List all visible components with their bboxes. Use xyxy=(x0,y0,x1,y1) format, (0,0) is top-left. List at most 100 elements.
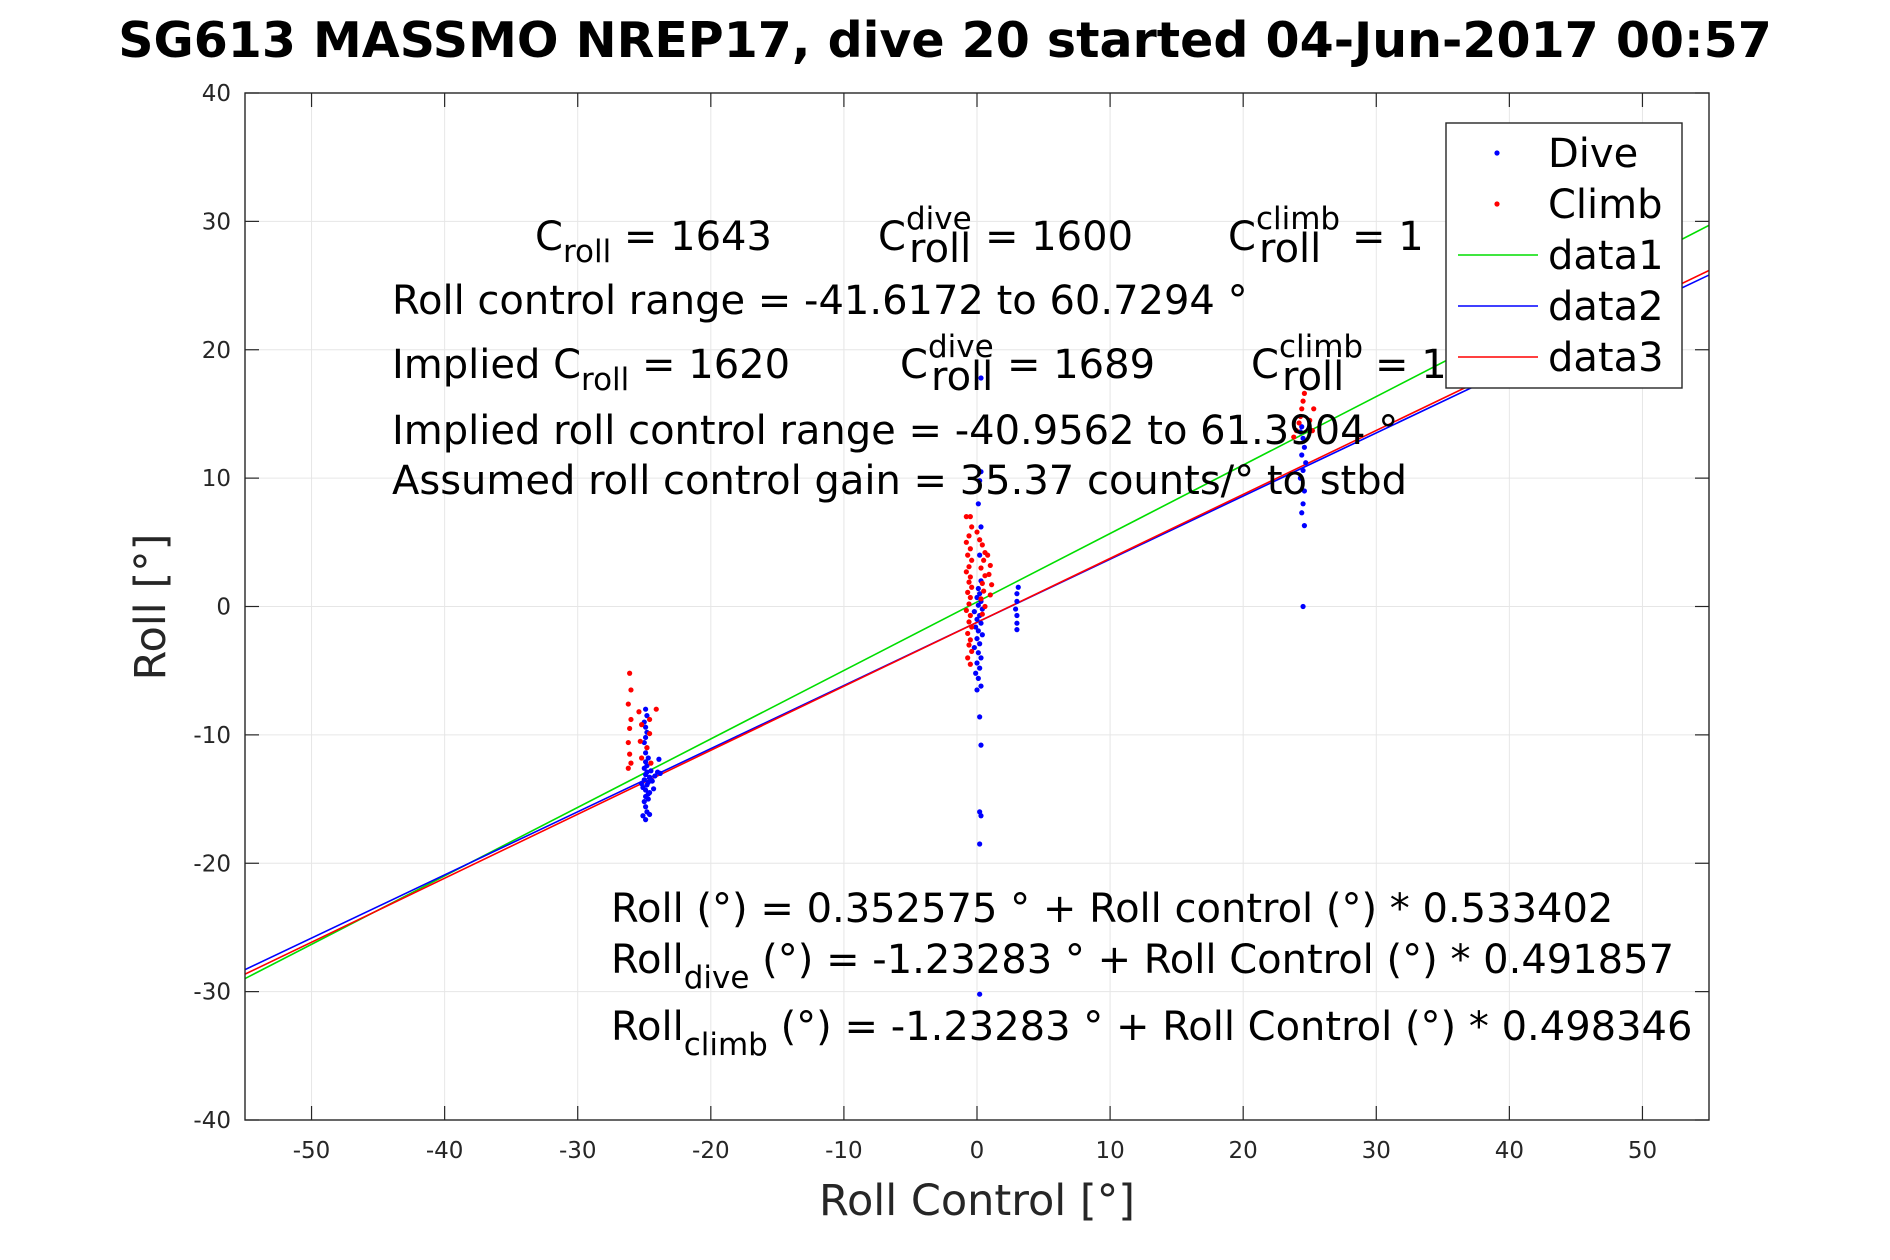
point-climb xyxy=(978,565,984,571)
x-tick-label: 10 xyxy=(1095,1138,1124,1164)
point-dive xyxy=(643,734,649,741)
point-climb xyxy=(963,514,969,520)
legend-label-data2: data2 xyxy=(1548,284,1664,330)
y-tick-label: 10 xyxy=(202,466,231,492)
point-dive xyxy=(978,375,984,381)
point-dive xyxy=(1301,523,1308,529)
point-climb xyxy=(627,725,633,732)
point-dive xyxy=(974,687,980,693)
point-dive xyxy=(979,632,985,638)
point-dive xyxy=(974,616,980,622)
y-tick-label: -40 xyxy=(193,1108,231,1134)
point-climb xyxy=(967,574,973,580)
point-dive xyxy=(975,501,981,507)
point-dive xyxy=(977,478,983,484)
point-climb xyxy=(628,716,634,723)
c-roll-annotation: Croll = 1643 xyxy=(535,214,772,270)
point-dive xyxy=(971,644,977,651)
point-dive xyxy=(652,773,658,779)
c-roll-climb-sub: roll xyxy=(1259,226,1321,272)
point-dive xyxy=(1014,612,1020,619)
point-climb xyxy=(982,603,988,610)
x-axis-label: Roll Control [°] xyxy=(819,1176,1135,1226)
point-climb xyxy=(967,594,973,601)
point-dive xyxy=(973,624,979,630)
point-climb xyxy=(1301,390,1308,396)
point-dive xyxy=(977,552,983,558)
point-dive xyxy=(1303,460,1309,466)
point-dive xyxy=(978,620,984,626)
legend: Dive Climb data1 data2 data3 xyxy=(1445,122,1683,389)
point-dive xyxy=(648,777,654,783)
x-tick-label: -10 xyxy=(825,1138,863,1164)
point-climb xyxy=(637,738,643,744)
point-dive xyxy=(648,768,654,774)
point-dive xyxy=(975,628,981,634)
point-climb xyxy=(963,569,969,575)
point-dive xyxy=(974,594,980,601)
point-climb xyxy=(1311,406,1317,412)
point-dive xyxy=(978,655,984,661)
implied-c-roll-dive-value: = 1689 xyxy=(1007,342,1155,388)
legend-label-dive: Dive xyxy=(1548,131,1638,177)
point-climb xyxy=(969,648,975,655)
point-dive xyxy=(977,991,983,997)
point-dive xyxy=(644,769,650,775)
y-tick-label: 0 xyxy=(216,595,231,621)
point-climb xyxy=(969,557,975,563)
point-climb xyxy=(965,655,971,661)
point-climb xyxy=(653,706,659,712)
point-dive xyxy=(974,660,980,666)
point-dive xyxy=(974,635,980,642)
point-dive xyxy=(643,706,649,712)
point-dive xyxy=(1014,620,1020,626)
point-climb xyxy=(1307,417,1313,423)
c-roll-climb-annotation: Cclimb xyxy=(1228,201,1340,260)
point-dive xyxy=(971,609,977,615)
point-climb xyxy=(625,765,631,771)
point-climb xyxy=(644,745,650,751)
point-dive xyxy=(977,591,983,597)
point-climb xyxy=(628,687,634,693)
point-dive xyxy=(641,777,647,783)
point-dive xyxy=(654,769,661,775)
point-climb xyxy=(966,601,972,607)
point-dive xyxy=(1300,603,1306,610)
point-dive xyxy=(1014,591,1020,597)
x-tick-label: -40 xyxy=(426,1138,464,1164)
y-tick-label: -10 xyxy=(193,723,231,749)
legend-label-data1: data1 xyxy=(1548,233,1664,279)
point-climb xyxy=(966,619,972,625)
point-climb xyxy=(977,537,983,543)
point-climb xyxy=(989,582,995,588)
point-dive xyxy=(1301,444,1308,450)
point-dive xyxy=(1299,452,1305,458)
point-climb xyxy=(963,539,969,545)
point-climb xyxy=(639,722,645,728)
point-dive xyxy=(975,585,981,592)
point-dive xyxy=(978,683,984,689)
point-climb xyxy=(979,580,985,586)
point-climb xyxy=(963,607,969,613)
point-climb xyxy=(966,642,972,648)
point-dive xyxy=(1014,627,1020,633)
point-dive xyxy=(643,817,649,823)
range-annotation: Roll control range = -41.6172 to 60.7294… xyxy=(392,278,1248,324)
point-dive xyxy=(643,759,649,765)
legend-marker-climb xyxy=(1494,201,1500,207)
point-climb xyxy=(966,564,972,570)
point-climb xyxy=(987,562,993,569)
point-climb xyxy=(1293,428,1300,434)
point-climb xyxy=(981,588,987,594)
point-climb xyxy=(646,716,653,723)
implied-c-roll-annotation: Implied Croll = 1620 xyxy=(392,342,790,398)
c-roll-climb-value: = 1 xyxy=(1352,214,1424,260)
x-tick-label: 0 xyxy=(970,1138,985,1164)
point-dive xyxy=(1299,510,1305,516)
point-dive xyxy=(1297,475,1304,481)
point-climb xyxy=(974,529,980,535)
legend-marker-dive xyxy=(1494,150,1500,156)
legend-label-climb: Climb xyxy=(1548,182,1663,228)
point-climb xyxy=(1291,434,1297,440)
